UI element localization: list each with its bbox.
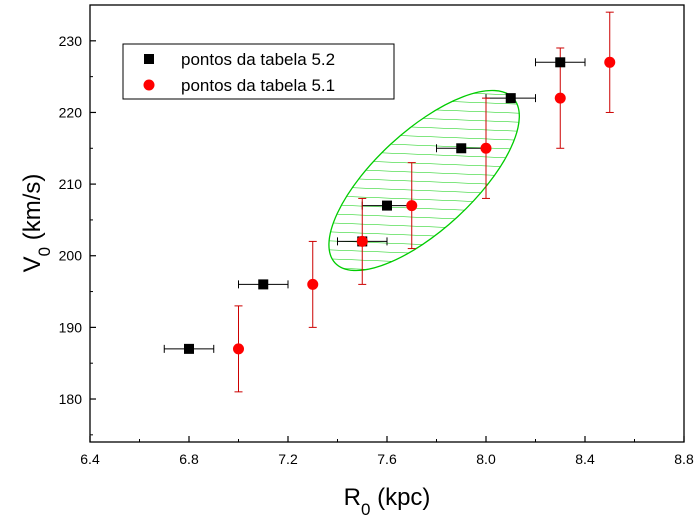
y-tick-label: 230 <box>59 33 83 49</box>
data-point-square <box>184 343 194 354</box>
data-point-square <box>258 279 269 290</box>
legend-label-series-2: pontos da tabela 5.1 <box>181 76 335 95</box>
data-point-square <box>555 57 566 68</box>
x-tick-label: 7.6 <box>377 451 397 467</box>
data-point-circle <box>233 343 244 355</box>
y-tick-label: 200 <box>59 248 83 264</box>
data-point-square <box>456 143 467 154</box>
data-point-circle <box>480 142 492 154</box>
x-tick-label: 8.8 <box>674 451 694 467</box>
data-point-circle <box>356 235 368 247</box>
y-axis-title: V0 (km/s) <box>19 174 54 273</box>
plot-area <box>163 11 616 393</box>
x-tick-label: 8.0 <box>476 451 496 467</box>
data-point-circle <box>554 92 566 104</box>
x-tick-label: 6.4 <box>80 451 100 467</box>
data-point-circle <box>604 56 616 68</box>
data-point-square <box>505 93 516 104</box>
legend-marker-square <box>144 54 154 64</box>
y-axis: 180 190 200 210 220 230 <box>59 4 96 436</box>
x-tick-label: 6.8 <box>179 451 199 467</box>
data-point-circle <box>406 200 418 212</box>
x-axis-title: R0 (kpc) <box>344 484 431 517</box>
y-tick-label: 210 <box>59 176 83 192</box>
legend: pontos da tabela 5.2 pontos da tabela 5.… <box>122 43 395 100</box>
y-tick-label: 220 <box>59 104 83 120</box>
x-tick-label: 7.2 <box>278 451 298 467</box>
y-tick-label: 190 <box>59 319 83 335</box>
legend-marker-circle <box>143 79 155 91</box>
y-tick-label: 180 <box>59 391 83 407</box>
data-point-square <box>382 200 392 211</box>
x-axis: 6.4 6.8 7.2 7.6 8.0 8.4 8.8 <box>80 436 694 467</box>
legend-box <box>122 43 395 100</box>
x-tick-label: 8.4 <box>575 451 595 467</box>
legend-label-series-1: pontos da tabela 5.2 <box>181 50 335 69</box>
data-point-circle <box>307 278 319 290</box>
data-markers <box>184 56 616 355</box>
